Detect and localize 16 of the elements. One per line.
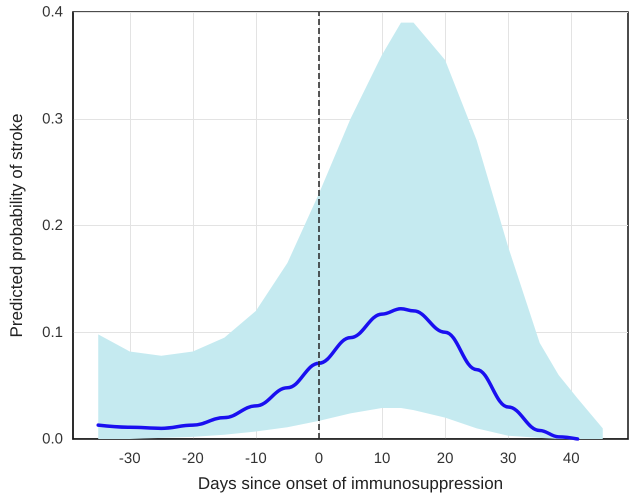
y-tick-label: 0.1 — [42, 324, 63, 341]
y-tick-label: 0.4 — [42, 4, 63, 20]
y-tick-label: 0.3 — [42, 110, 63, 128]
x-tick-label: 40 — [562, 450, 580, 467]
y-axis-title: Predicted probability of stroke — [7, 114, 26, 338]
line-series — [96, 307, 580, 441]
x-tick-label: 10 — [374, 450, 390, 467]
x-tick-label: -20 — [182, 450, 204, 467]
y-tick-label: 0.0 — [42, 430, 63, 448]
y-tick-label: 0.2 — [42, 217, 63, 234]
x-tick-label: 30 — [500, 450, 517, 467]
x-tick-label: 0 — [314, 450, 324, 467]
x-tick-label: -30 — [118, 450, 141, 467]
x-tick-label: 20 — [436, 450, 454, 467]
x-tick-label: -10 — [245, 450, 267, 467]
x-axis-title: Days since onset of immunosuppression — [198, 474, 504, 493]
